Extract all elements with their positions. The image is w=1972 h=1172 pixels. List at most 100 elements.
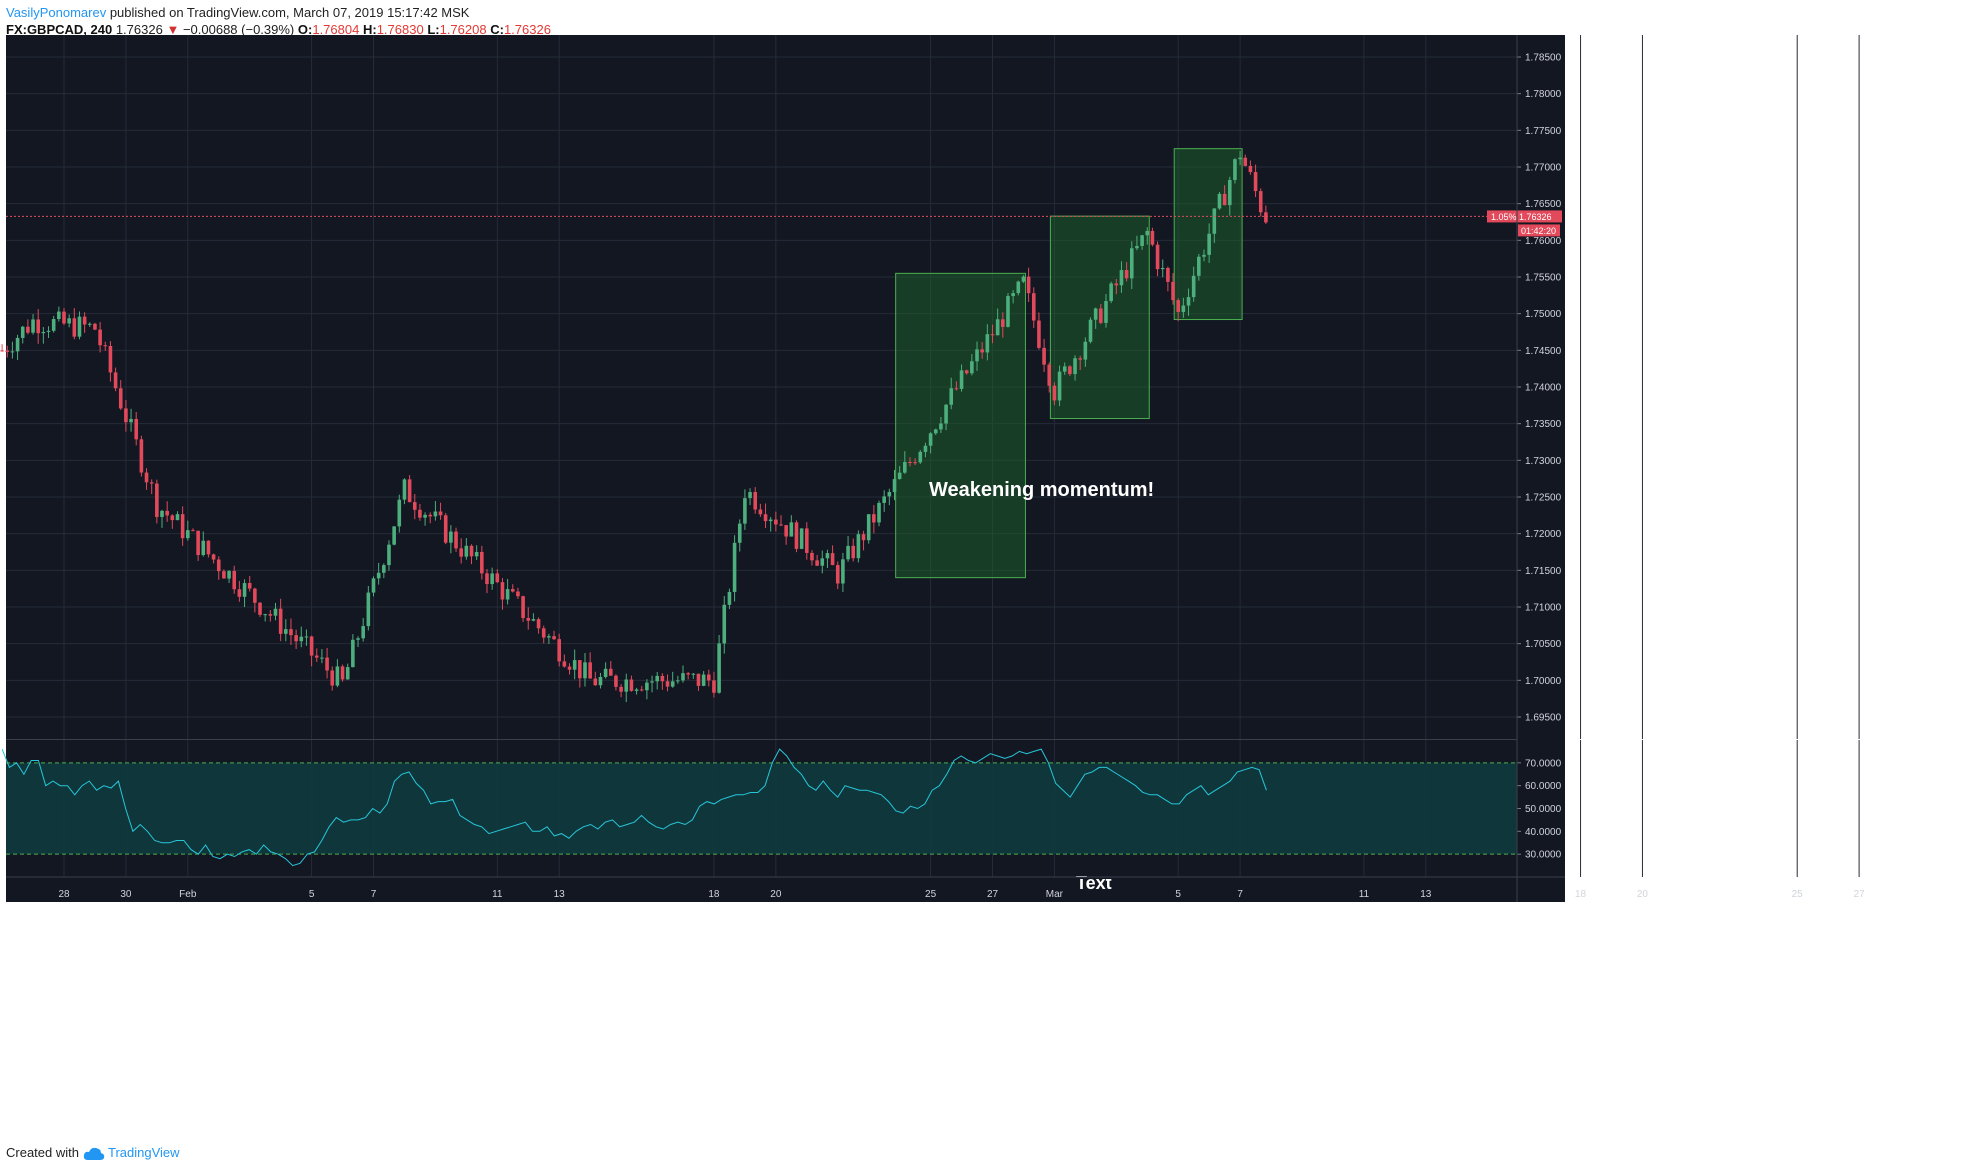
candle-body[interactable] xyxy=(774,519,778,525)
candle-body[interactable] xyxy=(1150,230,1155,245)
candle-body[interactable] xyxy=(722,604,727,644)
candle-body[interactable] xyxy=(155,483,159,517)
candle-body[interactable] xyxy=(382,565,386,573)
candle-body[interactable] xyxy=(1238,157,1242,160)
candle-body[interactable] xyxy=(304,636,309,638)
candle-body[interactable] xyxy=(196,530,200,555)
candle-body[interactable] xyxy=(928,433,933,446)
candle-body[interactable] xyxy=(510,589,515,592)
candle-body[interactable] xyxy=(619,686,623,692)
candle-body[interactable] xyxy=(1207,233,1211,255)
candle-body[interactable] xyxy=(1176,300,1180,312)
candle-body[interactable] xyxy=(407,479,412,503)
candle-body[interactable] xyxy=(1155,244,1160,270)
candle-body[interactable] xyxy=(547,636,551,638)
candle-body[interactable] xyxy=(206,540,211,555)
candle-body[interactable] xyxy=(82,316,87,325)
candle-body[interactable] xyxy=(903,462,907,473)
candle-body[interactable] xyxy=(521,596,525,619)
candle-body[interactable] xyxy=(433,511,438,517)
candle-body[interactable] xyxy=(340,666,345,680)
candle-body[interactable] xyxy=(294,635,298,642)
candle-body[interactable] xyxy=(624,679,629,692)
candle-body[interactable] xyxy=(691,673,696,675)
candle-body[interactable] xyxy=(1197,256,1201,276)
candle-body[interactable] xyxy=(670,681,675,687)
candle-body[interactable] xyxy=(990,334,995,336)
candle-body[interactable] xyxy=(794,522,799,549)
candle-body[interactable] xyxy=(366,592,371,627)
candle-body[interactable] xyxy=(593,678,598,686)
candle-body[interactable] xyxy=(93,323,97,330)
candle-body[interactable] xyxy=(139,439,144,473)
candle-body[interactable] xyxy=(975,349,979,362)
candle-body[interactable] xyxy=(320,657,324,659)
candle-body[interactable] xyxy=(1021,276,1026,282)
candle-body[interactable] xyxy=(748,492,752,499)
candle-body[interactable] xyxy=(134,418,139,440)
candle-body[interactable] xyxy=(351,639,355,668)
candle-body[interactable] xyxy=(1191,275,1196,298)
candle-body[interactable] xyxy=(216,559,221,572)
candle-body[interactable] xyxy=(1248,165,1253,173)
candle-body[interactable] xyxy=(913,462,917,464)
candle-body[interactable] xyxy=(851,545,856,559)
candle-body[interactable] xyxy=(939,423,943,430)
candle-body[interactable] xyxy=(175,514,180,521)
candle-body[interactable] xyxy=(20,326,25,338)
candle-body[interactable] xyxy=(918,451,923,463)
candle-body[interactable] xyxy=(485,573,489,585)
candle-body[interactable] xyxy=(284,629,288,634)
candle-body[interactable] xyxy=(944,404,948,424)
candle-body[interactable] xyxy=(572,660,577,670)
candle-body[interactable] xyxy=(1042,347,1046,365)
candle-body[interactable] xyxy=(211,554,216,560)
candle-body[interactable] xyxy=(789,522,794,537)
candle-body[interactable] xyxy=(1145,230,1150,236)
candle-body[interactable] xyxy=(1109,283,1113,302)
candle-body[interactable] xyxy=(495,573,500,583)
candle-body[interactable] xyxy=(1073,358,1077,375)
candle-body[interactable] xyxy=(180,514,185,539)
candle-body[interactable] xyxy=(5,350,10,353)
candle-body[interactable] xyxy=(227,571,231,579)
candle-body[interactable] xyxy=(1104,301,1108,323)
candle-body[interactable] xyxy=(1093,308,1098,320)
candle-body[interactable] xyxy=(1068,366,1072,375)
candle-body[interactable] xyxy=(454,531,458,549)
candle-body[interactable] xyxy=(392,526,396,545)
candle-body[interactable] xyxy=(103,345,108,347)
candle-body[interactable] xyxy=(191,530,195,532)
candle-body[interactable] xyxy=(10,351,15,353)
candle-body[interactable] xyxy=(634,689,639,691)
candle-body[interactable] xyxy=(397,499,402,527)
candle-body[interactable] xyxy=(1181,305,1186,312)
candle-body[interactable] xyxy=(1227,179,1232,206)
candle-body[interactable] xyxy=(959,370,964,389)
candle-body[interactable] xyxy=(645,682,649,691)
candle-body[interactable] xyxy=(402,479,407,500)
candle-body[interactable] xyxy=(650,681,654,683)
candle-body[interactable] xyxy=(1202,254,1206,257)
candle-body[interactable] xyxy=(562,661,567,667)
candle-body[interactable] xyxy=(356,638,360,640)
candle-body[interactable] xyxy=(247,583,252,589)
candle-body[interactable] xyxy=(1001,319,1005,327)
candle-body[interactable] xyxy=(443,515,448,543)
candle-body[interactable] xyxy=(1171,281,1175,301)
candle-body[interactable] xyxy=(253,588,257,603)
candle-body[interactable] xyxy=(1140,235,1144,246)
candle-body[interactable] xyxy=(1124,270,1129,279)
candle-body[interactable] xyxy=(1243,157,1248,166)
candle-body[interactable] xyxy=(361,626,365,639)
candle-body[interactable] xyxy=(237,589,242,597)
candle-body[interactable] xyxy=(160,510,164,517)
candle-body[interactable] xyxy=(639,689,644,691)
candle-body[interactable] xyxy=(15,337,20,352)
candle-body[interactable] xyxy=(412,502,417,510)
candle-body[interactable] xyxy=(263,614,267,616)
candle-body[interactable] xyxy=(418,509,422,518)
candle-body[interactable] xyxy=(737,523,742,543)
candle-body[interactable] xyxy=(980,349,984,353)
candle-body[interactable] xyxy=(0,350,4,352)
